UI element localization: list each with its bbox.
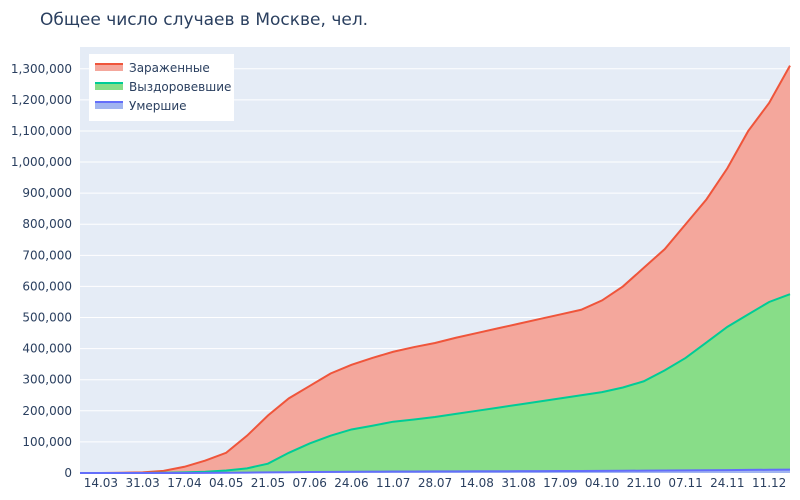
legend-swatch xyxy=(95,64,123,71)
x-tick-label: 07.06 xyxy=(293,476,327,490)
x-tick-label: 11.12 xyxy=(752,476,786,490)
chart-title: Общее число случаев в Москве, чел. xyxy=(40,10,368,30)
x-tick-label: 31.03 xyxy=(125,476,159,490)
x-tick-label: 24.06 xyxy=(334,476,368,490)
y-tick-label: 700,000 xyxy=(22,248,72,262)
x-tick-label: 14.08 xyxy=(460,476,494,490)
x-tick-label: 17.04 xyxy=(167,476,201,490)
y-tick-label: 100,000 xyxy=(22,435,72,449)
legend-swatch xyxy=(95,83,123,90)
x-tick-label: 07.11 xyxy=(668,476,702,490)
y-tick-label: 1,300,000 xyxy=(11,62,72,76)
y-tick-label: 200,000 xyxy=(22,404,72,418)
y-tick-label: 0 xyxy=(64,466,72,480)
legend: Зараженные Выздоровевшие Умершие xyxy=(89,54,234,121)
y-tick-label: 1,100,000 xyxy=(11,124,72,138)
x-tick-label: 21.05 xyxy=(251,476,285,490)
y-tick-label: 800,000 xyxy=(22,217,72,231)
x-tick-label: 17.09 xyxy=(543,476,577,490)
y-axis: 0 100,000 200,000 300,000 400,000 500,000 600,… xyxy=(11,62,72,480)
legend-label: Выздоровевшие xyxy=(129,80,231,94)
series-areas xyxy=(79,65,791,474)
x-tick-label: 14.03 xyxy=(84,476,118,490)
line-series-2 xyxy=(80,468,791,474)
x-tick-label: 11.07 xyxy=(376,476,410,490)
x-tick-label: 04.10 xyxy=(585,476,619,490)
y-tick-label: 500,000 xyxy=(22,311,72,325)
x-tick-label: 21.10 xyxy=(627,476,661,490)
x-tick-label: 24.11 xyxy=(710,476,744,490)
x-tick-label: 31.08 xyxy=(501,476,535,490)
y-tick-label: 300,000 xyxy=(22,373,72,387)
y-tick-label: 1,000,000 xyxy=(11,155,72,169)
legend-label: Умершие xyxy=(129,99,187,113)
y-tick-label: 1,200,000 xyxy=(11,93,72,107)
area-series-2 xyxy=(80,469,790,473)
y-tick-label: 600,000 xyxy=(22,279,72,293)
legend-label: Зараженные xyxy=(129,61,210,75)
y-tick-label: 400,000 xyxy=(22,342,72,356)
x-tick-label: 28.07 xyxy=(418,476,452,490)
x-tick-label: 04.05 xyxy=(209,476,243,490)
y-tick-label: 900,000 xyxy=(22,186,72,200)
legend-swatch xyxy=(95,102,123,109)
area-series-1 xyxy=(80,294,790,473)
area-series-0 xyxy=(80,65,790,474)
line-series-0 xyxy=(79,65,791,474)
x-axis: 14.03 31.03 17.04 04.05 21.05 07.06 24.06 11.07… xyxy=(84,476,787,490)
